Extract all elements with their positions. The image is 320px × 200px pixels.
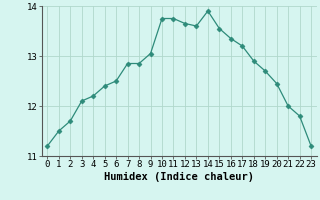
X-axis label: Humidex (Indice chaleur): Humidex (Indice chaleur) (104, 172, 254, 182)
